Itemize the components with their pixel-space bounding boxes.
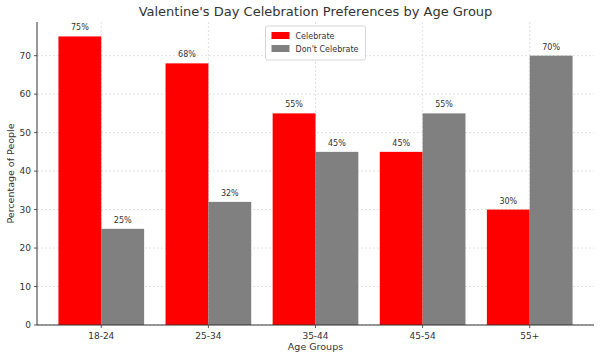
y-tick-label: 30 xyxy=(20,205,32,215)
data-label: 30% xyxy=(499,197,517,206)
bar xyxy=(101,229,144,325)
bar xyxy=(530,56,573,325)
x-tick xyxy=(315,325,316,328)
data-label: 32% xyxy=(221,189,239,198)
x-tick-label: 18-24 xyxy=(88,331,114,341)
x-axis-label: Age Groups xyxy=(288,341,343,352)
bar xyxy=(380,152,423,325)
y-tick-label: 0 xyxy=(25,320,31,330)
x-tick-label: 55+ xyxy=(520,331,539,341)
data-label: 75% xyxy=(71,23,89,32)
chart-svg: 75% 68% 55% 45% 30% 25% 32% 45% 55% 70% 0 10 20 30 40 5… xyxy=(0,0,600,358)
y-tick xyxy=(34,55,37,56)
x-tick xyxy=(422,325,423,328)
bar xyxy=(487,210,530,325)
bar xyxy=(208,202,251,325)
y-axis-line xyxy=(37,22,38,325)
data-label: 70% xyxy=(542,43,560,52)
data-label: 68% xyxy=(178,50,196,59)
y-tick xyxy=(34,286,37,287)
y-tick xyxy=(34,325,37,326)
data-label: 45% xyxy=(328,139,346,148)
y-axis-label: Percentage of People xyxy=(5,123,16,223)
y-tick xyxy=(34,171,37,172)
bar xyxy=(166,63,209,325)
y-tick xyxy=(34,209,37,210)
y-tick-label: 60 xyxy=(20,89,32,99)
grid xyxy=(37,22,594,325)
data-label: 25% xyxy=(114,216,132,225)
y-tick xyxy=(34,132,37,133)
y-tick-label: 10 xyxy=(20,282,32,292)
bar xyxy=(58,36,101,325)
x-tick-label: 25-34 xyxy=(195,331,221,341)
axes: 0 10 20 30 40 50 60 70 18-24 25-34 35-44 45-54 55+ xyxy=(20,22,594,341)
y-tick-label: 40 xyxy=(20,166,32,176)
y-tick-label: 50 xyxy=(20,128,32,138)
data-labels: 75% 68% 55% 45% 30% 25% 32% 45% 55% 70% xyxy=(71,23,560,224)
chart-container: 75% 68% 55% 45% 30% 25% 32% 45% 55% 70% 0 10 20 30 40 5… xyxy=(0,0,600,358)
bars xyxy=(58,36,572,325)
legend-label: Celebrate xyxy=(296,32,335,41)
legend-swatch xyxy=(272,45,290,52)
x-tick xyxy=(208,325,209,328)
bar xyxy=(316,152,359,325)
x-tick-label: 45-54 xyxy=(410,331,436,341)
legend-swatch xyxy=(272,32,290,39)
y-tick-label: 70 xyxy=(20,51,32,61)
x-tick xyxy=(101,325,102,328)
legend-label: Don't Celebrate xyxy=(296,45,359,54)
x-tick-label: 35-44 xyxy=(302,331,328,341)
bar xyxy=(423,113,466,325)
chart-title: Valentine's Day Celebration Preferences … xyxy=(139,4,493,19)
legend: Celebrate Don't Celebrate xyxy=(266,26,366,60)
y-tick xyxy=(34,94,37,95)
legend-box xyxy=(266,26,366,60)
bar xyxy=(273,113,316,325)
data-label: 55% xyxy=(435,100,453,109)
y-tick-label: 20 xyxy=(20,243,32,253)
x-tick xyxy=(529,325,530,328)
data-label: 55% xyxy=(285,100,303,109)
y-tick xyxy=(34,248,37,249)
data-label: 45% xyxy=(392,139,410,148)
